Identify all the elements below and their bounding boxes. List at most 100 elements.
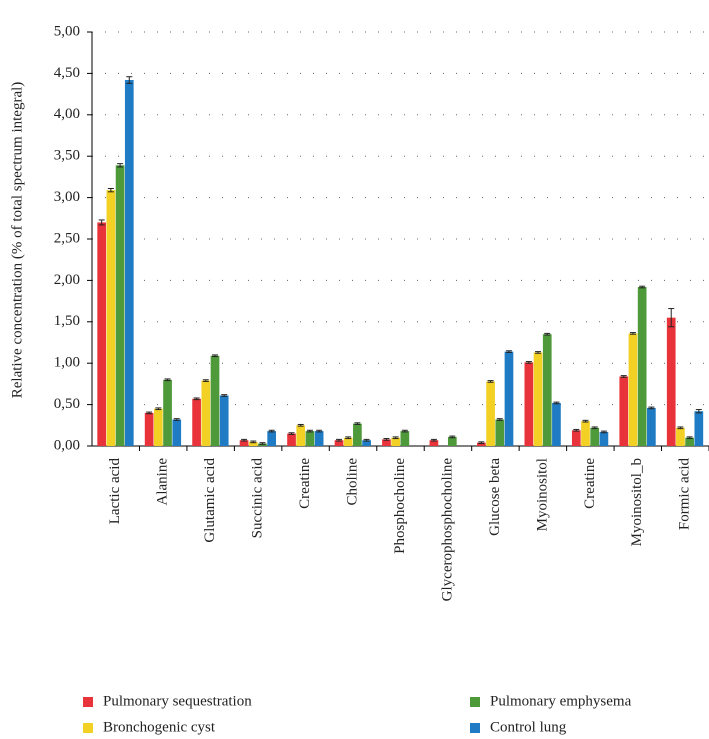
error-bar bbox=[695, 409, 702, 414]
bar bbox=[391, 437, 400, 446]
bar bbox=[353, 423, 362, 446]
error-bar bbox=[639, 285, 646, 289]
error-bar bbox=[629, 332, 636, 335]
x-tick-label: Glutamic acid bbox=[202, 458, 218, 543]
error-bar bbox=[591, 426, 598, 430]
error-bar bbox=[686, 436, 693, 440]
x-tick-label: Phosphocholine bbox=[392, 458, 408, 554]
bar bbox=[163, 379, 172, 446]
x-tick-label: Formic acid bbox=[677, 458, 693, 531]
x-tick-label: Lactic acid bbox=[107, 458, 123, 525]
error-bar bbox=[345, 436, 352, 440]
bar bbox=[115, 165, 125, 447]
bar bbox=[248, 441, 258, 446]
bar bbox=[343, 437, 353, 446]
bar bbox=[447, 436, 457, 446]
error-bar bbox=[316, 429, 323, 433]
x-tick-label: Choline bbox=[344, 458, 360, 506]
legend-swatch bbox=[83, 723, 93, 733]
error-bar bbox=[250, 440, 257, 444]
y-tick-label: 5,00 bbox=[54, 23, 80, 39]
bar bbox=[144, 412, 154, 446]
legend-label: Control lung bbox=[490, 719, 567, 735]
bar bbox=[267, 431, 277, 446]
legend-swatch bbox=[470, 697, 480, 707]
bar bbox=[219, 395, 229, 446]
error-bar bbox=[164, 378, 171, 382]
error-bar bbox=[544, 332, 551, 336]
error-bar bbox=[620, 375, 627, 378]
bar bbox=[362, 440, 371, 446]
error-bar bbox=[401, 429, 408, 433]
bar bbox=[647, 407, 656, 446]
bar bbox=[571, 430, 581, 446]
y-tick-label: 3,00 bbox=[54, 189, 80, 205]
y-axis-title: Relative concentration (% of total spect… bbox=[9, 82, 25, 399]
error-bar bbox=[155, 407, 162, 411]
error-bar bbox=[363, 438, 370, 442]
y-tick-label: 4,50 bbox=[54, 65, 80, 81]
error-bar bbox=[553, 401, 560, 405]
bar bbox=[628, 333, 638, 446]
bar bbox=[305, 431, 315, 446]
x-tick-label: Creatine bbox=[297, 458, 313, 509]
legend-label: Pulmonary sequestration bbox=[103, 693, 252, 709]
error-bar bbox=[241, 438, 248, 442]
bar bbox=[619, 376, 629, 446]
y-tick-label: 0,50 bbox=[54, 396, 80, 412]
legend-label: Pulmonary emphysema bbox=[490, 693, 632, 709]
error-bar bbox=[173, 418, 180, 421]
bar bbox=[504, 351, 514, 446]
bar bbox=[239, 440, 249, 446]
y-tick-label: 1,50 bbox=[54, 313, 80, 329]
error-bar bbox=[98, 219, 105, 226]
bar bbox=[124, 80, 134, 447]
error-bar bbox=[478, 441, 485, 445]
error-bar bbox=[573, 428, 580, 432]
error-bar bbox=[126, 76, 133, 84]
error-bar bbox=[354, 422, 361, 425]
error-bar bbox=[505, 350, 512, 353]
error-bar bbox=[535, 351, 542, 354]
error-bar bbox=[146, 411, 153, 415]
bar bbox=[192, 398, 201, 446]
bar bbox=[287, 433, 296, 446]
error-bar bbox=[525, 361, 532, 364]
error-bar bbox=[306, 429, 313, 433]
bar bbox=[382, 439, 391, 446]
bar bbox=[477, 442, 486, 446]
error-bar bbox=[297, 423, 304, 427]
error-bar bbox=[335, 438, 342, 442]
bar bbox=[314, 431, 324, 446]
legend-label: Bronchogenic cyst bbox=[103, 719, 216, 735]
bar bbox=[676, 427, 685, 446]
error-bar bbox=[383, 438, 390, 441]
bar bbox=[153, 408, 163, 446]
error-bar bbox=[221, 394, 228, 397]
error-bar bbox=[392, 436, 399, 440]
error-bar bbox=[259, 442, 266, 445]
bar bbox=[637, 287, 647, 446]
bar bbox=[429, 440, 439, 446]
y-tick-label: 1,00 bbox=[54, 355, 80, 371]
error-bar bbox=[202, 379, 209, 382]
x-tick-label: Succinic acid bbox=[250, 458, 266, 539]
error-bar bbox=[449, 435, 456, 439]
bar bbox=[685, 437, 694, 446]
bar bbox=[495, 419, 505, 446]
x-tick-label: Glucose beta bbox=[487, 458, 503, 536]
bar bbox=[97, 222, 107, 446]
y-tick-label: 2,00 bbox=[54, 272, 80, 288]
error-bar bbox=[600, 430, 607, 434]
bar bbox=[106, 190, 116, 446]
bar bbox=[694, 411, 704, 446]
error-bar bbox=[430, 438, 437, 442]
bar bbox=[334, 440, 344, 446]
error-bar bbox=[268, 429, 275, 433]
bar bbox=[524, 362, 534, 446]
error-bar bbox=[117, 163, 124, 168]
bar bbox=[210, 355, 220, 446]
bar bbox=[296, 425, 306, 446]
y-tick-label: 3,50 bbox=[54, 148, 80, 164]
x-tick-label: Creatine bbox=[582, 458, 598, 509]
